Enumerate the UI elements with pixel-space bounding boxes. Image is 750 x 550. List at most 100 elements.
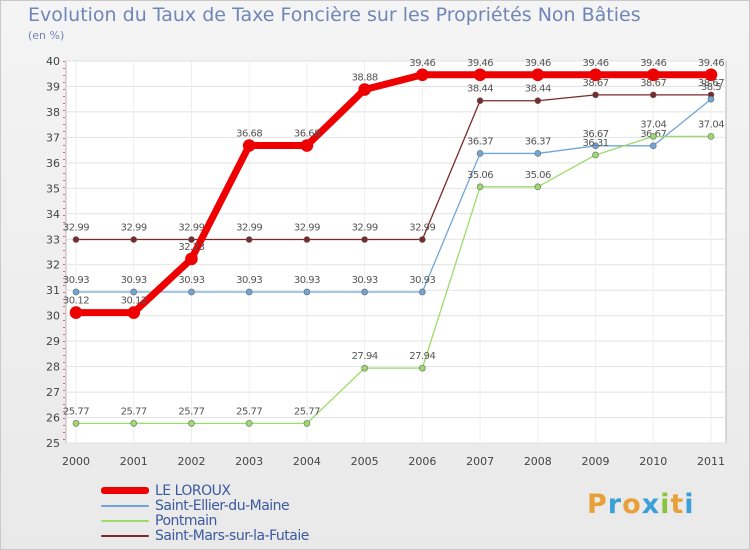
data-label-saint-ellier-du-maine: 36.67 (582, 129, 608, 140)
data-label-saint-ellier-du-maine: 30.93 (63, 275, 89, 286)
y-tick-label: 28 (46, 361, 60, 374)
y-tick-label: 31 (46, 284, 60, 297)
data-label-le-loroux: 30.12 (121, 296, 147, 307)
legend-label: Saint-Mars-sur-la-Futaie (155, 527, 309, 544)
logo-letter: x (641, 489, 661, 520)
data-point-saint-mars-sur-la-futaie (303, 236, 311, 243)
data-point-le-loroux (416, 68, 429, 82)
data-label-pontmain: 25.77 (121, 406, 147, 417)
data-label-saint-mars-sur-la-futaie: 32.99 (409, 223, 435, 234)
data-label-le-loroux: 39.46 (409, 58, 435, 69)
data-point-saint-ellier-du-maine (534, 150, 542, 157)
y-tick-label: 35 (46, 182, 60, 195)
data-point-saint-mars-sur-la-futaie (534, 97, 542, 105)
data-point-saint-mars-sur-la-futaie (592, 91, 599, 99)
logo-letter: r (607, 489, 623, 520)
data-point-le-loroux (185, 252, 198, 266)
series-line-saint-mars-sur-la-futaie (75, 94, 712, 241)
y-tick-label: 34 (46, 208, 60, 221)
data-point-saint-mars-sur-la-futaie (419, 236, 426, 243)
data-point-pontmain (592, 151, 599, 159)
x-tick-label: 2001 (120, 455, 148, 468)
data-point-saint-mars-sur-la-futaie (188, 236, 195, 243)
data-label-pontmain: 37.04 (640, 119, 666, 130)
line-chart: 25 26 27 28 29 30 31 32 33 34 35 36 37 38 39 40 2000 2001… (46, 55, 727, 468)
data-label-saint-mars-sur-la-futaie: 32.99 (63, 223, 89, 234)
data-point-pontmain (476, 183, 484, 191)
data-label-pontmain: 27.94 (409, 351, 435, 362)
data-label-saint-mars-sur-la-futaie: 32.99 (178, 223, 204, 234)
data-point-pontmain (707, 133, 715, 140)
data-point-pontmain (72, 420, 80, 427)
data-label-saint-ellier-du-maine: 30.93 (352, 275, 378, 286)
data-point-saint-ellier-du-maine (649, 142, 657, 150)
chart-title: Evolution du Taux de Taxe Foncière sur l… (28, 4, 641, 26)
legend-swatch (101, 487, 149, 494)
legend-swatch (101, 534, 149, 537)
data-point-le-loroux (531, 68, 545, 82)
x-tick-label: 2005 (351, 455, 379, 468)
x-tick-label: 2008 (524, 455, 552, 468)
data-point-pontmain (303, 420, 311, 427)
data-label-pontmain: 36.31 (582, 138, 608, 149)
y-tick-label: 38 (46, 106, 60, 119)
y-tick-label: 26 (46, 412, 60, 425)
data-label-le-loroux: 36.68 (236, 129, 262, 140)
data-point-pontmain (361, 364, 368, 372)
data-point-saint-ellier-du-maine (188, 288, 195, 296)
data-point-saint-ellier-du-maine (130, 288, 138, 296)
data-point-le-loroux (704, 68, 718, 82)
data-label-le-loroux: 39.46 (582, 58, 608, 69)
legend-item: Pontmain (101, 512, 309, 529)
data-point-saint-mars-sur-la-futaie (476, 97, 484, 105)
data-label-saint-mars-sur-la-futaie: 38.44 (467, 84, 493, 95)
data-label-pontmain: 27.94 (352, 351, 378, 362)
data-label-le-loroux: 36.68 (294, 129, 320, 140)
proxiti-logo: Proxiti (587, 489, 695, 520)
data-point-saint-ellier-du-maine (592, 142, 599, 150)
data-label-le-loroux: 39.46 (525, 58, 551, 69)
y-tick-label: 27 (46, 386, 60, 399)
data-point-le-loroux (358, 83, 371, 96)
data-label-pontmain: 37.04 (698, 119, 724, 130)
series-line-saint-ellier-du-maine (75, 98, 712, 293)
data-label-le-loroux: 39.46 (640, 58, 666, 69)
y-tick-label: 32 (46, 259, 60, 272)
data-point-le-loroux (69, 306, 83, 319)
x-tick-label: 2007 (466, 455, 494, 468)
data-label-le-loroux: 39.46 (698, 58, 724, 69)
data-point-saint-mars-sur-la-futaie (72, 236, 80, 243)
data-point-saint-mars-sur-la-futaie (130, 236, 138, 243)
logo-letter: P (587, 489, 608, 520)
x-tick-label: 2009 (582, 455, 610, 468)
x-tick-label: 2002 (177, 455, 205, 468)
legend-swatch (101, 519, 149, 522)
x-tick-label: 2006 (408, 455, 436, 468)
data-label-pontmain: 25.77 (236, 406, 262, 417)
logo-letter: i (684, 489, 695, 520)
y-tick-label: 40 (46, 55, 60, 68)
legend-label: Pontmain (155, 512, 217, 529)
legend-swatch (101, 504, 149, 507)
data-point-le-loroux (127, 306, 141, 319)
data-point-saint-ellier-du-maine (707, 95, 715, 103)
data-label-saint-ellier-du-maine: 30.93 (236, 275, 262, 286)
data-label-le-loroux: 38.88 (352, 73, 378, 84)
data-label-saint-ellier-du-maine: 36.37 (467, 136, 493, 147)
y-tick-label: 36 (46, 157, 60, 170)
data-label-saint-mars-sur-la-futaie: 32.99 (121, 223, 147, 234)
y-tick-label: 33 (46, 233, 60, 246)
legend: LE LOROUX Saint-Ellier-du-Maine Pontmain Sa… (101, 483, 309, 544)
logo-letter: t (670, 489, 685, 520)
data-label-pontmain: 35.06 (467, 170, 493, 181)
data-point-le-loroux (242, 139, 256, 152)
series-line-le-loroux (72, 71, 715, 317)
logo-letter: o (622, 489, 642, 520)
data-point-pontmain (534, 183, 542, 191)
legend-item: Saint-Ellier-du-Maine (101, 498, 309, 514)
unit-label: (en %) (28, 29, 65, 42)
legend-item: LE LOROUX (101, 483, 309, 499)
data-point-saint-ellier-du-maine (245, 288, 253, 296)
series-line-pontmain (75, 135, 712, 425)
